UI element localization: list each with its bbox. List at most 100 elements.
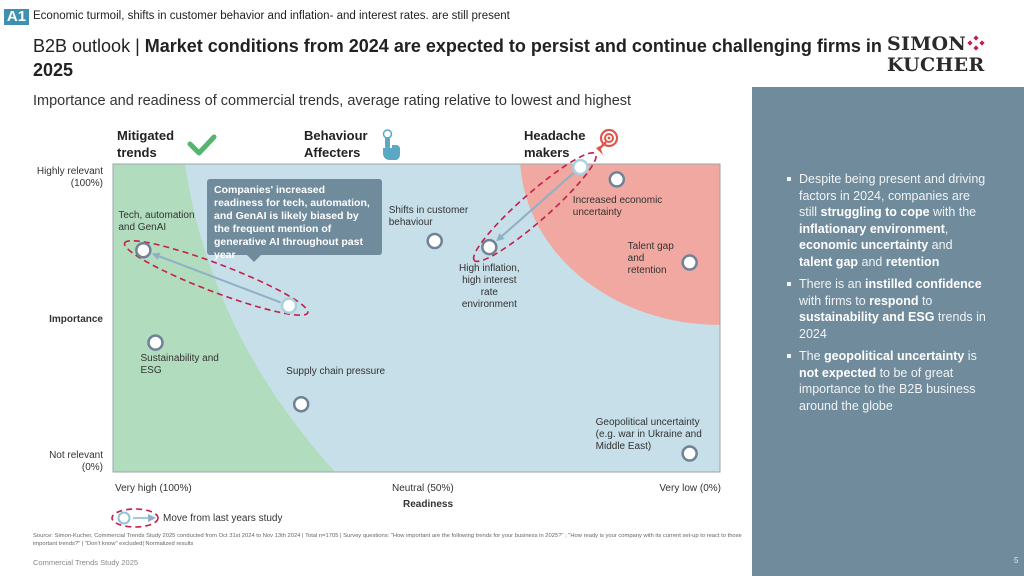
category-headache-makers: Headache makers [524,127,585,161]
previous-position-marker [280,297,298,314]
x-tick-right: Very low (0%) [659,483,721,494]
tracker-text: Economic turmoil, shifts in customer beh… [33,10,510,22]
y-tick-line2: (100%) [70,178,103,189]
point-label-line: Shifts in customer [388,205,469,216]
data-point [481,238,498,256]
body-text: , [944,221,949,236]
callout-box: Companies' increased readiness for tech,… [207,179,382,261]
check-icon [187,134,217,156]
point-label: High inflation, high interest rate environm… [445,263,533,311]
emphasis-text: struggling to cope [820,205,930,219]
emphasis-text: sustainability and ESG [799,310,935,324]
point-label-line: high interest [462,275,517,287]
data-point [681,445,698,462]
title-prefix: B2B outlook | [33,36,145,56]
data-point [292,395,310,413]
category-label-line1: Mitigated [117,128,175,143]
logo-diamond [973,35,979,41]
zone-headache-makers [520,164,720,325]
point-label: Increased economic uncertainty [573,195,663,219]
y-tick-line1: Not relevant [49,450,103,461]
logo-line1: SIMON [887,33,967,55]
y-tick-top: Highly relevant (100%) [20,166,103,190]
data-point [147,334,164,351]
emphasis-text: respond [869,293,919,308]
point-label-line: and [627,252,645,264]
emphasis-text: economic uncertainty [799,238,929,252]
legend-dashed-ellipse [111,508,159,528]
emphasis-text: not expected [799,365,877,380]
body-text: There is an [799,277,866,291]
point-label-line: uncertainty [572,207,622,219]
point-label-line: Middle East) [595,440,652,452]
point-label: Tech, automation and GenAI [118,210,194,234]
x-axis-label: Readiness [403,499,454,510]
point-label-line: ESG [140,364,162,376]
category-label-line1: Headache [524,128,586,143]
takeaway-list: Despite being present and driving factor… [787,171,987,420]
logo-diamond [967,40,973,46]
point-label: Talent gap and retention [628,241,674,277]
zone-mitigated-trends [113,164,335,472]
point-label-line: environment [461,299,517,311]
data-point [135,241,152,259]
move-arrow [496,172,575,242]
point-label-line: Supply chain pressure [286,366,386,378]
body-text: to [918,293,933,308]
point-label-line: Tech, automation [118,210,195,222]
key-takeaways-panel: Despite being present and driving factor… [752,87,1024,576]
target-icon [596,128,619,155]
emphasis-text: instilled confidence [865,277,982,291]
callout-tail [246,254,262,262]
legend-circle-icon [117,511,131,525]
company-logo: SIMON KUCHER [887,34,985,76]
y-axis-label: Importance [49,314,103,325]
emphasis-text: geopolitical uncertainty [824,349,965,363]
plot-frame [112,163,721,473]
category-label-line1: Behaviour [304,128,368,143]
y-tick-bottom: Not relevant (0%) [20,450,103,474]
point-label-line: behaviour [388,217,433,228]
x-tick-left: Very high (100%) [115,483,192,494]
legend-move-label: Move from last years study [163,513,283,524]
body-text: Despite being present and driving factor… [799,172,986,219]
move-highlight-ellipse [472,152,597,263]
category-label-line2: Affecters [304,145,361,160]
logo-line2: KUCHER [887,54,985,76]
y-tick-line1: Highly relevant [36,166,103,177]
point-label: Supply chain pressure [286,366,385,378]
body-text: with the [929,205,977,219]
footer-study-name: Commercial Trends Study 2025 [33,558,139,567]
emphasis-text: retention [885,254,940,269]
point-label-line: Sustainability and [140,352,219,364]
point-label-line: (e.g. war in Ukraine and [595,428,702,440]
point-label-line: Talent gap [627,240,674,252]
emphasis-text: inflationary environment [799,221,945,236]
chart-subtitle: Importance and readiness of commercial t… [33,93,632,109]
takeaway-item: The geopolitical uncertainty is not expe… [787,348,987,414]
point-label-line: and GenAI [118,222,167,234]
pointing-hand-icon [382,129,400,160]
body-text: to be of great importance to the B2B bus… [799,365,976,413]
body-text: with firms to [799,293,870,308]
emphasis-text: talent gap [799,254,859,269]
data-point [681,254,698,271]
section-badge: A1 [4,9,29,25]
category-label-line2: makers [524,145,570,160]
point-label-line: rate [480,287,498,299]
body-text: and [858,254,886,269]
body-text: The [799,349,825,363]
logo-diamond [973,45,979,51]
category-behaviour-affecters: Behaviour Affecters [304,127,368,161]
point-label-line: Geopolitical uncertainty [595,416,700,428]
point-label-line: retention [627,264,667,276]
logo-diamond [979,40,985,46]
data-point [608,171,626,188]
move-highlight-ellipse [123,239,309,316]
point-label-line: Increased economic [572,195,663,207]
data-point [426,232,443,250]
x-tick-middle: Neutral (50%) [392,483,454,494]
point-label: Sustainability and ESG [140,353,218,377]
move-arrow [151,252,281,304]
title-bold: Market conditions from 2024 are expected… [33,36,882,80]
